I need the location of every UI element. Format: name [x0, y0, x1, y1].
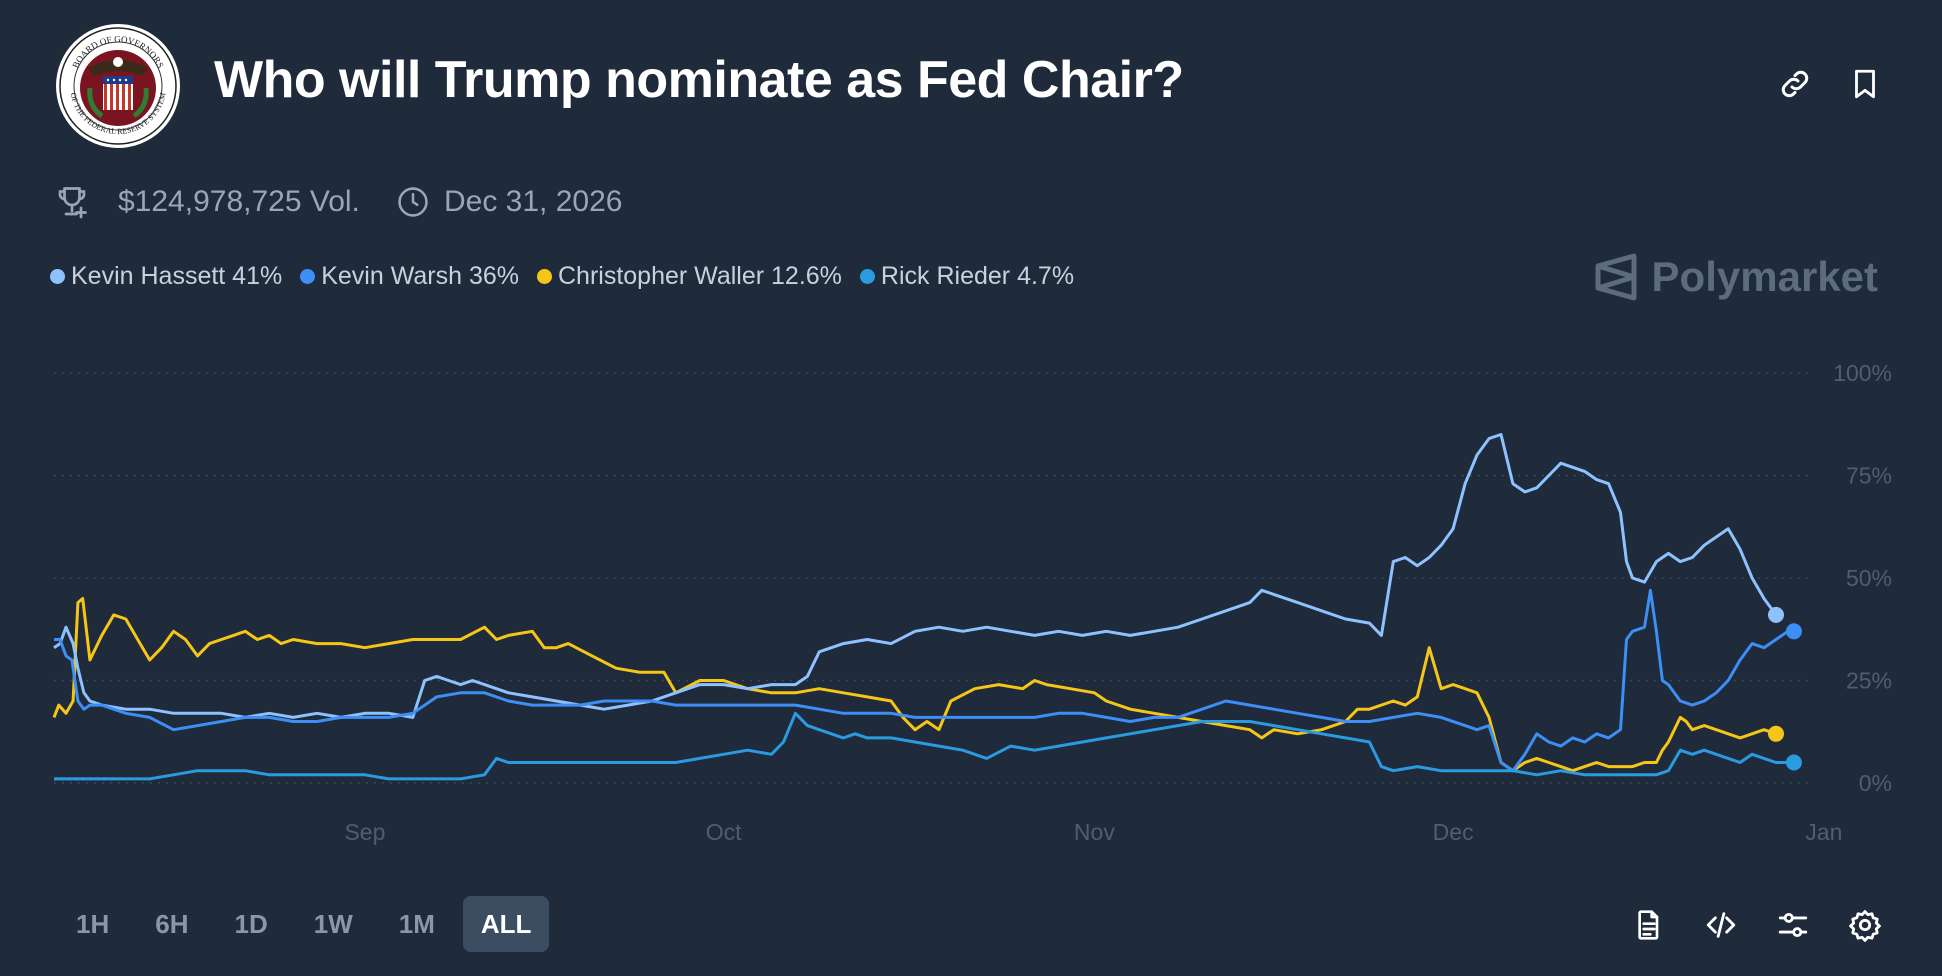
federal-reserve-seal-logo: BOARD OF GOVERNORS OF THE FEDERAL RESERV…	[56, 24, 180, 148]
range-all-button[interactable]: ALL	[462, 896, 550, 952]
series-line-rick-rieder	[54, 711, 1794, 781]
legend-dot	[300, 269, 316, 284]
document-icon[interactable]	[1628, 904, 1670, 946]
series-line-kevin-hassett	[53, 433, 1778, 719]
trophy-icon	[58, 187, 87, 219]
legend-label: Christopher Waller 12.6%	[558, 262, 842, 290]
x-tick-label: Sep	[344, 819, 385, 845]
x-tick-label: Oct	[706, 819, 742, 845]
time-range-selector: 1H 6H 1D 1W 1M ALL	[58, 896, 550, 952]
range-1w-button[interactable]: 1W	[296, 896, 371, 952]
range-1h-button[interactable]: 1H	[58, 896, 127, 952]
polymarket-watermark: Polymarket	[1594, 252, 1878, 302]
chart-legend: Kevin Hassett 41% Kevin Warsh 36% Christ…	[50, 262, 1074, 291]
volume-text: $124,978,725 Vol.	[118, 185, 360, 218]
range-1d-button[interactable]: 1D	[217, 896, 286, 952]
series-end-dot-kevin-hassett	[1768, 606, 1784, 623]
brand-name: Polymarket	[1651, 253, 1878, 300]
y-tick-label: 100%	[1833, 360, 1892, 386]
legend-item-waller: Christopher Waller 12.6%	[537, 262, 842, 291]
legend-dot	[859, 269, 875, 284]
polymarket-logo-icon	[1595, 253, 1637, 301]
legend-dot	[50, 269, 65, 284]
volume-meta: $124,978,725 Vol.	[54, 180, 360, 224]
x-tick-label: Nov	[1074, 819, 1115, 845]
end-date-text: Dec 31, 2026	[444, 185, 623, 218]
series-end-dot-rick-rieder	[1785, 754, 1802, 771]
legend-dot	[537, 269, 552, 284]
settings-gear-icon[interactable]	[1844, 904, 1886, 946]
page-title: Who will Trump nominate as Fed Chair?	[214, 51, 1184, 109]
clock-icon	[398, 187, 428, 217]
price-history-chart: 100% 75% 50% 25% 0% Sep Oct Nov Dec Jan	[52, 360, 1892, 845]
x-tick-label: Dec	[1433, 819, 1474, 845]
legend-item-warsh: Kevin Warsh 36%	[300, 262, 519, 291]
x-tick-label: Jan	[1805, 819, 1842, 845]
sliders-icon[interactable]	[1772, 904, 1814, 946]
embed-code-icon[interactable]	[1700, 904, 1742, 946]
y-tick-label: 0%	[1859, 770, 1892, 796]
link-icon[interactable]	[1775, 64, 1815, 104]
end-date-meta: Dec 31, 2026	[396, 180, 622, 224]
legend-item-rieder: Rick Rieder 4.7%	[859, 262, 1075, 291]
range-1m-button[interactable]: 1M	[381, 896, 453, 952]
legend-item-hassett: Kevin Hassett 41%	[50, 262, 282, 291]
y-tick-label: 25%	[1846, 668, 1892, 694]
bookmark-icon[interactable]	[1845, 64, 1885, 104]
series-line-kevin-warsh	[54, 588, 1794, 773]
legend-label: Kevin Hassett 41%	[71, 262, 283, 290]
legend-label: Rick Rieder 4.7%	[880, 262, 1075, 290]
series-line-christopher-waller	[52, 597, 1777, 773]
y-tick-label: 50%	[1846, 565, 1892, 591]
series-end-dot-kevin-warsh	[1785, 623, 1802, 640]
range-6h-button[interactable]: 6H	[137, 896, 206, 952]
legend-label: Kevin Warsh 36%	[321, 262, 519, 290]
y-tick-label: 75%	[1846, 463, 1892, 489]
series-end-dot-christopher-waller	[1768, 725, 1784, 742]
